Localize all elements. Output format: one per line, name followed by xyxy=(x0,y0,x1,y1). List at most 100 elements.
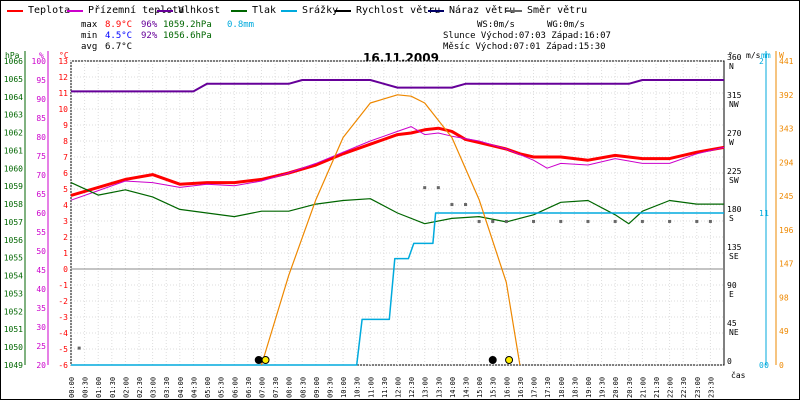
dir-axis-label: ° xyxy=(728,51,733,60)
ms-tick-label: 1 xyxy=(759,209,764,218)
legend-label: Srážky xyxy=(302,5,339,16)
time-tick-label: 06:00 xyxy=(231,377,239,398)
wind-direction-point xyxy=(77,346,81,350)
hpa-tick-label: 1057 xyxy=(4,218,23,227)
mm-tick-label: 1 xyxy=(764,209,769,218)
time-tick-label: 13:30 xyxy=(435,377,443,398)
wind-direction-point xyxy=(423,186,427,190)
dir-compass-label: N xyxy=(729,62,734,71)
wind-direction-point xyxy=(695,219,699,223)
dir-compass-label: SE xyxy=(729,252,739,261)
legend-swatch xyxy=(335,10,351,12)
time-tick-label: 09:30 xyxy=(326,377,334,398)
time-tick-label: 09:00 xyxy=(313,377,321,398)
hpa-tick-label: 1052 xyxy=(4,307,23,316)
time-tick-label: 10:30 xyxy=(354,377,362,398)
wind-direction-point xyxy=(436,186,440,190)
dir-compass-label: E xyxy=(729,290,734,299)
dir-tick-label: 45 xyxy=(727,319,737,328)
time-tick-label: 14:30 xyxy=(463,377,471,398)
legend-label: Rychlost větru xyxy=(356,5,441,16)
time-tick-label: 02:30 xyxy=(136,377,144,398)
wind-direction-point xyxy=(708,219,712,223)
time-tick-label: 01:30 xyxy=(109,377,117,398)
series-line xyxy=(70,182,724,225)
legend-swatch xyxy=(281,10,297,12)
series-line xyxy=(70,126,725,201)
wind-direction-point xyxy=(532,219,536,223)
time-tick-label: 19:00 xyxy=(585,377,593,398)
degc-tick-label: -5 xyxy=(58,345,68,354)
time-tick-label: 15:30 xyxy=(490,377,498,398)
dir-tick-label: 90 xyxy=(727,281,737,290)
time-tick-label: 15:00 xyxy=(476,377,484,398)
wind-gust-readout: WG:0m/s xyxy=(547,20,585,30)
legend-swatch xyxy=(67,10,83,12)
pct-tick-label: 85 xyxy=(36,114,46,123)
time-tick-label: 22:00 xyxy=(667,377,675,398)
wm2-tick-label: 392 xyxy=(779,91,794,100)
degc-tick-label: 1 xyxy=(63,249,68,258)
degc-tick-label: 0 xyxy=(63,265,68,274)
degc-tick-label: 3 xyxy=(63,217,68,226)
stat-max-label: max xyxy=(81,20,98,30)
hpa-tick-label: 1053 xyxy=(4,289,23,298)
degc-tick-label: -2 xyxy=(58,297,68,306)
legend-swatch xyxy=(7,10,23,12)
time-tick-label: 22:30 xyxy=(680,377,688,398)
sun-moon-marker xyxy=(261,356,270,364)
hpa-tick-label: 1055 xyxy=(4,254,23,263)
stat-avg-temp: 6.7°C xyxy=(105,42,133,52)
wm2-tick-label: 441 xyxy=(779,57,794,66)
hpa-tick-label: 1051 xyxy=(4,325,23,334)
degc-tick-label: 8 xyxy=(63,137,68,146)
time-tick-label: 08:00 xyxy=(286,377,294,398)
pct-tick-label: 65 xyxy=(36,190,46,199)
pct-tick-label: 35 xyxy=(36,304,46,313)
time-tick-label: 20:00 xyxy=(612,377,620,398)
wm2-tick-label: 245 xyxy=(779,192,794,201)
pct-tick-label: 55 xyxy=(36,228,46,237)
series-line xyxy=(260,94,521,366)
pct-tick-label: 90 xyxy=(36,95,46,104)
pct-tick-label: 75 xyxy=(36,152,46,161)
degc-axis-label: °C xyxy=(59,51,69,60)
wind-direction-point xyxy=(450,203,454,207)
wind-direction-point xyxy=(586,219,590,223)
hpa-tick-label: 1064 xyxy=(4,93,23,102)
time-tick-label: 23:30 xyxy=(707,377,715,398)
wind-direction-point xyxy=(491,219,495,223)
series-line xyxy=(70,126,725,197)
dir-tick-label: 180 xyxy=(727,205,742,214)
dir-tick-label: 360 xyxy=(727,53,742,62)
series-line xyxy=(71,79,724,93)
degc-tick-label: 5 xyxy=(63,185,68,194)
dir-tick-label: 270 xyxy=(727,129,742,138)
time-tick-label: 03:30 xyxy=(163,377,171,398)
hpa-tick-label: 1050 xyxy=(4,343,23,352)
series-line xyxy=(71,212,724,366)
dir-compass-label: SW xyxy=(729,176,739,185)
pct-tick-label: 100 xyxy=(32,57,47,66)
time-tick-label: 05:00 xyxy=(204,377,212,398)
pct-tick-label: 50 xyxy=(36,247,46,256)
time-tick-label: 23:00 xyxy=(694,377,702,398)
stat-min-label: min xyxy=(81,31,98,41)
time-tick-label: 07:30 xyxy=(272,377,280,398)
dir-tick-label: 315 xyxy=(727,91,742,100)
time-tick-label: 07:00 xyxy=(258,377,266,398)
wind-direction-point xyxy=(477,219,481,223)
time-tick-label: 17:00 xyxy=(531,377,539,398)
time-tick-label: 14:00 xyxy=(449,377,457,398)
ms-tick-label: 2 xyxy=(759,57,764,66)
hpa-tick-label: 1062 xyxy=(4,129,23,138)
time-tick-label: 02:00 xyxy=(122,377,130,398)
pct-tick-label: 40 xyxy=(36,285,46,294)
time-tick-label: 00:30 xyxy=(82,377,90,398)
degc-tick-label: 2 xyxy=(63,233,68,242)
degc-tick-label: 13 xyxy=(58,57,68,66)
stat-min-hum: 92% xyxy=(141,31,158,41)
wind-direction-point xyxy=(640,219,644,223)
sun-moon-marker xyxy=(254,356,263,364)
